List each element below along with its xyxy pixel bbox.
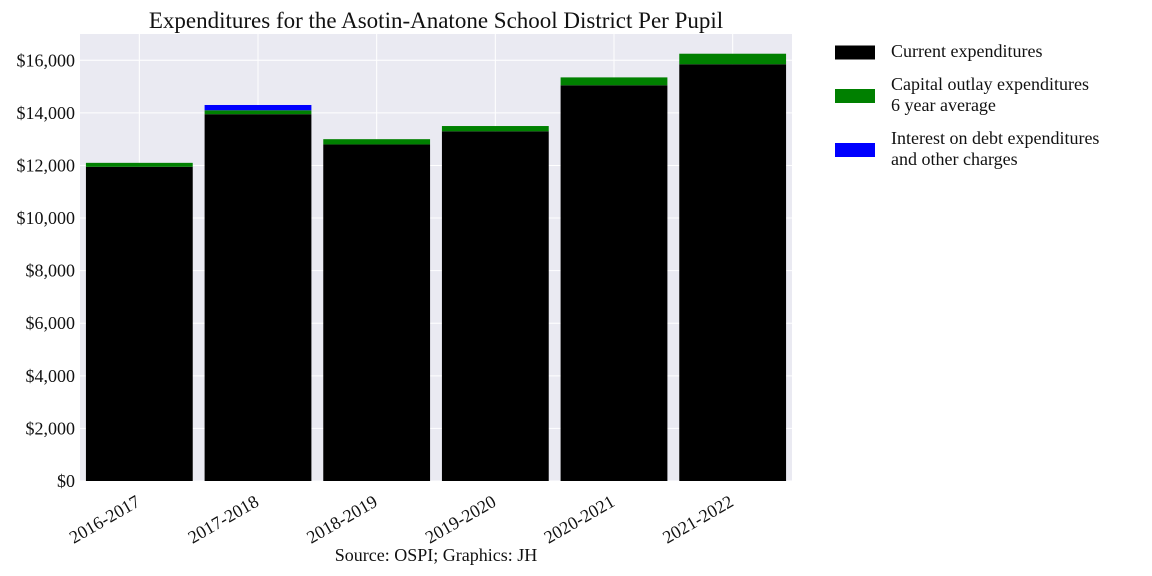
bar-segment xyxy=(85,162,193,167)
bar-segment xyxy=(679,53,787,65)
bar-segment xyxy=(560,77,668,86)
x-tick-label: 2018-2019 xyxy=(303,491,381,547)
x-tick-label: 2020-2021 xyxy=(540,491,618,547)
y-tick-label: $8,000 xyxy=(26,261,76,281)
bar-segment xyxy=(204,104,312,111)
legend-swatch xyxy=(835,45,875,60)
bar-segment xyxy=(679,64,787,482)
bars xyxy=(85,53,787,482)
bar-segment xyxy=(204,114,312,482)
y-tick-label: $10,000 xyxy=(17,208,76,228)
y-tick-label: $2,000 xyxy=(26,418,76,438)
y-tick-label: $16,000 xyxy=(17,50,76,70)
legend-label: Capital outlay expenditures 6 year averag… xyxy=(891,74,1089,115)
legend-swatch xyxy=(835,143,875,157)
y-tick-label: $14,000 xyxy=(17,103,76,123)
y-tick-label: $4,000 xyxy=(26,366,76,386)
y-axis-ticks: $0 $2,000 $4,000 $6,000 $8,000 $10,000 $12,000… xyxy=(17,50,76,491)
plot-area xyxy=(80,34,792,481)
y-tick-label: $0 xyxy=(57,471,75,491)
x-tick-label: 2016-2017 xyxy=(66,491,144,547)
y-tick-label: $12,000 xyxy=(17,155,76,175)
legend-label: Current expenditures xyxy=(891,41,1042,61)
x-tick-label: 2019-2020 xyxy=(422,491,500,547)
source-caption: Source: OSPI; Graphics: JH xyxy=(335,545,537,565)
x-axis-ticks: 2016-2017 2017-2018 2018-2019 2019-2020 2020… xyxy=(66,491,737,547)
legend-swatch xyxy=(835,89,875,103)
bar-segment xyxy=(441,131,549,481)
bar-segment xyxy=(560,85,668,481)
legend: Current expenditures Capital outlay expen… xyxy=(835,41,1099,169)
legend-label: Interest on debt expenditures and other c… xyxy=(891,128,1099,169)
y-tick-label: $6,000 xyxy=(26,313,76,333)
x-tick-label: 2017-2018 xyxy=(184,491,262,547)
x-tick-label: 2021-2022 xyxy=(659,491,737,547)
bar-segment xyxy=(323,139,431,145)
bar-segment xyxy=(204,110,312,115)
bar-segment xyxy=(85,166,193,482)
bar-segment xyxy=(323,144,431,481)
bar-segment xyxy=(441,126,549,132)
chart-title: Expenditures for the Asotin-Anatone Scho… xyxy=(149,8,723,33)
